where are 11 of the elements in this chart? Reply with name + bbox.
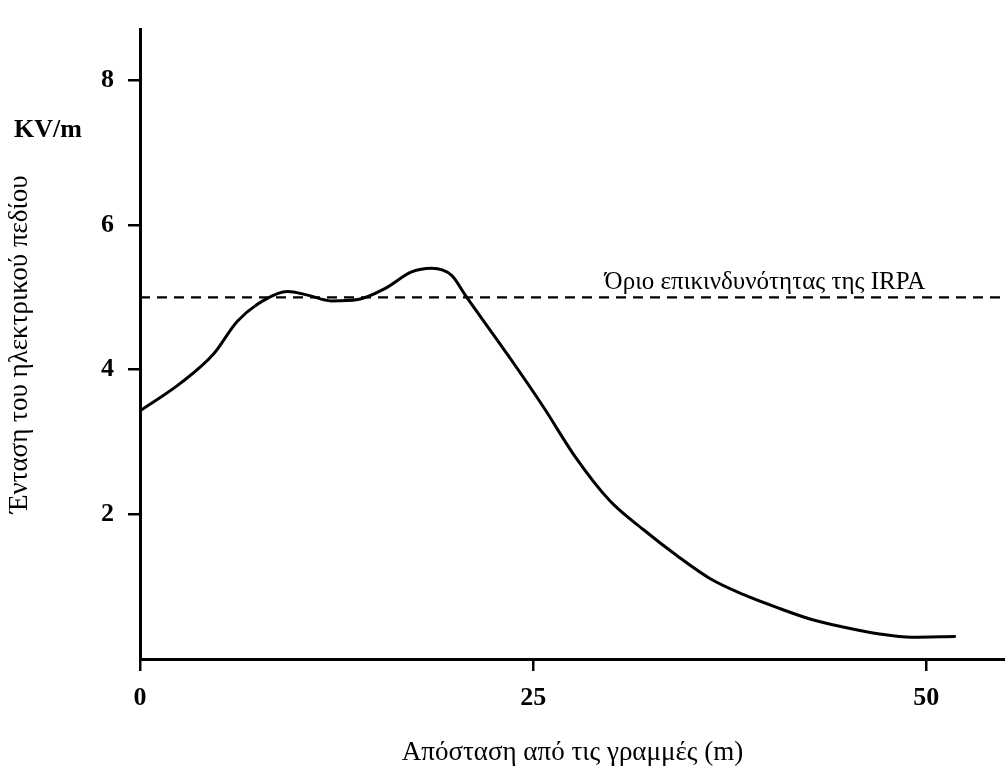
y-tick-label: 6 xyxy=(101,208,114,238)
text: KV/m xyxy=(14,113,83,143)
ref-line-label: Όριο επικινδυνότητας της IRPA xyxy=(603,267,926,295)
y-tick-label: 8 xyxy=(101,63,114,93)
x-tick-label: 25 xyxy=(520,682,547,712)
y-axis-title: Ένταση του ηλεκτρικού πεδίου xyxy=(3,175,34,515)
x-axis-title: Απόσταση από τις γραμμές (m) xyxy=(401,735,744,766)
y-tick-label: 2 xyxy=(101,498,114,528)
y-tick-label: 4 xyxy=(101,353,114,383)
x-tick-label: 50 xyxy=(913,682,940,712)
x-tick-label: 0 xyxy=(133,682,147,712)
